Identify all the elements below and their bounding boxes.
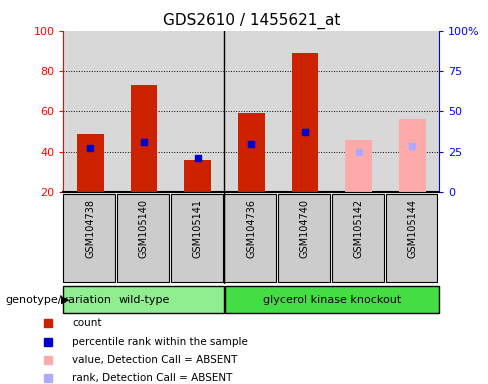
Text: rank, Detection Call = ABSENT: rank, Detection Call = ABSENT [72, 374, 232, 384]
Text: genotype/variation: genotype/variation [5, 295, 111, 305]
Bar [225, 286, 439, 313]
Bar [386, 194, 437, 282]
Text: glycerol kinase knockout: glycerol kinase knockout [263, 295, 401, 305]
Text: GSM105142: GSM105142 [354, 199, 364, 258]
Text: GSM105141: GSM105141 [193, 199, 203, 258]
Bar [63, 194, 115, 282]
Bar [77, 134, 103, 192]
Text: ▶: ▶ [61, 295, 69, 305]
Text: GSM104740: GSM104740 [300, 199, 310, 258]
Bar [238, 113, 264, 192]
Text: count: count [72, 318, 102, 328]
Bar [332, 194, 384, 282]
Text: GSM105144: GSM105144 [407, 199, 417, 258]
Title: GDS2610 / 1455621_at: GDS2610 / 1455621_at [163, 13, 340, 29]
Bar [171, 194, 223, 282]
Bar [117, 194, 169, 282]
Bar [292, 53, 318, 192]
Bar [63, 286, 224, 313]
Text: GSM104736: GSM104736 [246, 199, 256, 258]
Bar [278, 194, 330, 282]
Text: value, Detection Call = ABSENT: value, Detection Call = ABSENT [72, 356, 237, 366]
Text: GSM104738: GSM104738 [85, 199, 95, 258]
Bar [131, 85, 157, 192]
Text: percentile rank within the sample: percentile rank within the sample [72, 337, 248, 347]
Text: GSM105140: GSM105140 [139, 199, 149, 258]
Bar [184, 160, 211, 192]
Text: wild-type: wild-type [118, 295, 170, 305]
Bar [224, 194, 276, 282]
Bar [346, 140, 372, 192]
Bar [399, 119, 426, 192]
